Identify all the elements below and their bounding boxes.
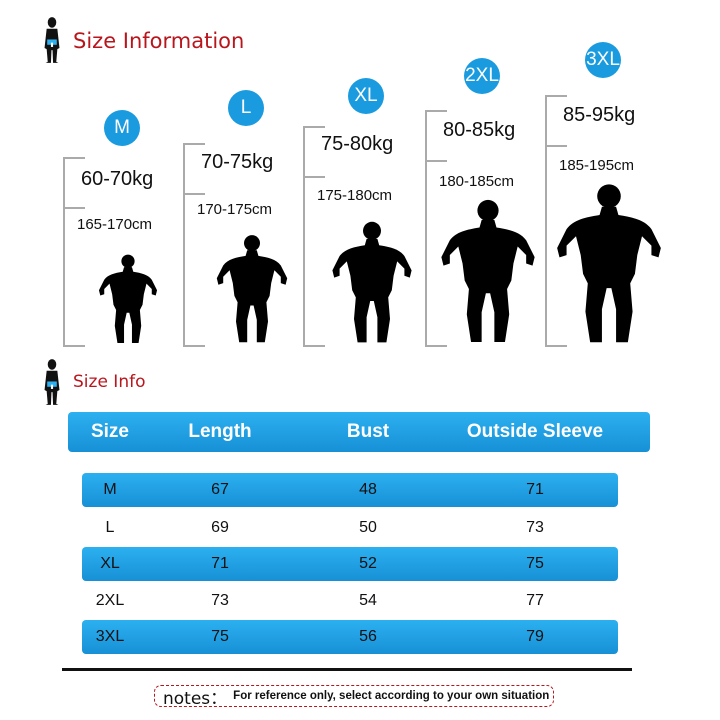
table-cell: L xyxy=(105,519,115,536)
bracket-divider xyxy=(545,145,567,147)
notes-text: For reference only, select according to … xyxy=(233,690,550,702)
body-silhouette-icon xyxy=(327,219,417,347)
table-cell: M xyxy=(103,481,117,498)
table-cell: 56 xyxy=(359,628,377,645)
weight-range: 85-95kg xyxy=(563,104,636,126)
body-silhouette-icon xyxy=(435,197,541,347)
bracket-divider xyxy=(183,193,205,195)
body-silhouette-icon xyxy=(550,182,668,347)
bracket xyxy=(545,95,567,347)
bracket-divider xyxy=(303,176,325,178)
height-range: 170-175cm xyxy=(197,201,273,218)
table-cell: 79 xyxy=(526,628,544,645)
table-cell: 67 xyxy=(211,481,229,498)
table-cell: 71 xyxy=(526,481,544,498)
size-badge: 2XL xyxy=(464,58,500,94)
table-row: 2XL 73 54 77 xyxy=(82,584,618,618)
body-silhouette-icon xyxy=(95,252,161,347)
table-cell: 77 xyxy=(526,592,544,609)
notes-box: notes： For reference only, select accord… xyxy=(154,685,554,709)
weight-range: 70-75kg xyxy=(201,151,274,173)
column-header: Bust xyxy=(346,421,390,442)
table-row: XL 71 52 75 xyxy=(82,547,618,581)
weight-range: 75-80kg xyxy=(321,133,394,155)
table-cell: XL xyxy=(100,555,120,572)
table-cell: 71 xyxy=(211,555,229,572)
table-cell: 2XL xyxy=(95,592,125,609)
weight-range: 60-70kg xyxy=(81,168,154,190)
table-title: Size Info xyxy=(73,372,146,392)
bracket xyxy=(303,126,325,347)
table-row: M 67 48 71 xyxy=(82,473,618,507)
bracket-divider xyxy=(63,207,85,209)
column-header: Length xyxy=(188,421,252,442)
height-range: 165-170cm xyxy=(77,216,153,233)
table-cell: 69 xyxy=(211,519,229,536)
bracket xyxy=(63,157,85,347)
table-cell: 3XL xyxy=(95,628,125,645)
column-header: Size xyxy=(90,421,130,442)
body-silhouette-icon xyxy=(212,232,292,347)
divider xyxy=(62,668,632,671)
table-cell: 48 xyxy=(359,481,377,498)
column-header: Outside Sleeve xyxy=(466,421,604,442)
size-badge: XL xyxy=(348,78,384,114)
table-cell: 52 xyxy=(359,555,377,572)
table-header: Size Length Bust Outside Sleeve xyxy=(68,412,650,452)
person-icon xyxy=(40,16,64,64)
height-range: 180-185cm xyxy=(439,173,515,190)
height-range: 185-195cm xyxy=(559,157,635,174)
size-badge: L xyxy=(228,90,264,126)
table-cell: 75 xyxy=(526,555,544,572)
table-cell: 50 xyxy=(359,519,377,536)
table-row: 3XL 75 56 79 xyxy=(82,620,618,654)
bracket-divider xyxy=(425,160,447,162)
table-cell: 54 xyxy=(359,592,377,609)
weight-range: 80-85kg xyxy=(443,119,516,141)
bracket xyxy=(183,143,205,347)
page-title: Size Information xyxy=(73,29,245,53)
table-cell: 73 xyxy=(526,519,544,536)
size-badge: 3XL xyxy=(585,42,621,78)
table-cell: 73 xyxy=(211,592,229,609)
person-icon xyxy=(40,358,64,406)
height-range: 175-180cm xyxy=(317,187,393,204)
table-cell: 75 xyxy=(211,628,229,645)
notes-label: notes： xyxy=(163,688,228,709)
size-badge: M xyxy=(104,110,140,146)
table-row: L 69 50 73 xyxy=(82,511,618,545)
bracket xyxy=(425,110,447,347)
